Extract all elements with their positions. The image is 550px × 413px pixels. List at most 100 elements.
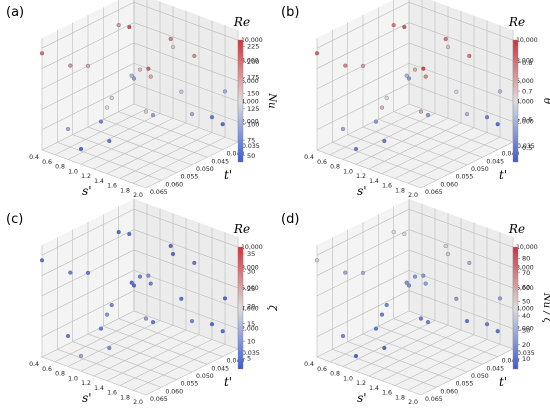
y-tick-label: 0.050 — [196, 166, 214, 173]
colorbar — [512, 246, 519, 370]
y-tick-label: 0.065 — [425, 189, 443, 196]
data-point — [343, 63, 348, 68]
x-tick-label: 1.8 — [395, 187, 405, 194]
data-point — [340, 126, 346, 132]
panel-label: (c) — [6, 212, 23, 227]
x-tick-label: 1.4 — [94, 178, 104, 185]
data-point — [107, 345, 112, 351]
data-point — [418, 109, 424, 114]
z-axis-label: Re — [233, 222, 250, 236]
data-point — [137, 67, 143, 72]
data-point — [179, 89, 184, 94]
colorbar-tick-label: 125 — [247, 105, 259, 113]
data-point — [131, 76, 137, 81]
x-tick-label: 0.4 — [29, 361, 39, 368]
grid-line-y — [347, 229, 452, 380]
panel-d: 0.40.60.81.01.21.41.61.82.00.0350.0400.0… — [281, 199, 550, 406]
z-tick-label: 8,000 — [516, 265, 534, 272]
y-tick-label: 0.055 — [181, 381, 199, 388]
x-tick-label: 1.6 — [382, 390, 392, 397]
x-tick-label: 0.6 — [317, 366, 327, 373]
colorbar-tick-label: 60 — [522, 283, 530, 291]
colorbar-tick-label: 225 — [247, 42, 259, 50]
colorbar-tick-label: 0.7 — [522, 87, 532, 95]
panel-label: (b) — [281, 5, 299, 20]
x-tick-label: 1.8 — [120, 187, 130, 194]
grid-line-z — [41, 229, 239, 276]
colorbar-tick-label: 10 — [247, 337, 255, 345]
grid-line-y — [57, 30, 162, 181]
x-tick-label: 1.2 — [356, 173, 366, 180]
grid-line-y — [72, 22, 177, 173]
data-point — [373, 326, 379, 331]
data-point — [65, 126, 71, 132]
colorbar-label: θ — [541, 98, 550, 104]
z-tick-label: 8,000 — [516, 58, 534, 65]
x-tick-label: 1.2 — [81, 380, 91, 387]
data-point — [423, 281, 428, 286]
y-tick-label: 0.040 — [502, 151, 520, 158]
colorbar-tick-label: 30 — [522, 326, 530, 334]
data-point — [343, 270, 348, 275]
y-tick-label: 0.055 — [181, 174, 199, 181]
data-point — [131, 283, 137, 288]
data-point — [192, 53, 197, 58]
x-tick-label: 0.8 — [55, 371, 65, 378]
data-point — [412, 274, 418, 279]
y-axis-label: t' — [499, 168, 507, 182]
data-point — [222, 296, 228, 301]
y-tick-label: 0.050 — [471, 166, 489, 173]
data-point — [220, 329, 225, 334]
grid-line-y — [41, 245, 147, 396]
data-point — [148, 281, 153, 286]
x-tick-label: 1.0 — [343, 168, 353, 175]
data-point — [150, 113, 156, 118]
data-point — [412, 67, 418, 72]
y-tick-label: 0.050 — [196, 373, 214, 380]
panel-b: 0.40.60.81.01.21.41.61.82.00.0350.0400.0… — [281, 0, 550, 199]
y-tick-label: 0.065 — [150, 189, 168, 196]
x-tick-label: 1.0 — [68, 168, 78, 175]
data-point — [464, 319, 470, 324]
y-axis-label: t' — [224, 375, 232, 389]
data-point — [484, 322, 490, 327]
y-tick-label: 0.040 — [502, 358, 520, 365]
data-point — [360, 63, 366, 68]
z-tick-label: 2,000 — [241, 326, 259, 333]
z-tick-label: 6,000 — [241, 285, 259, 292]
x-tick-label: 0.8 — [330, 371, 340, 378]
x-tick-label: 1.6 — [382, 183, 392, 190]
grid-line-y — [393, 0, 498, 150]
z-tick-label: 2,000 — [516, 119, 534, 126]
data-point — [65, 333, 71, 339]
y-tick-label: 0.035 — [242, 350, 260, 357]
data-point — [85, 63, 91, 68]
y-tick-label: 0.040 — [227, 358, 245, 365]
data-point — [423, 74, 428, 79]
data-point — [85, 270, 91, 275]
grid-line-y — [362, 15, 468, 166]
z-tick-label: 8,000 — [241, 58, 259, 65]
data-point — [39, 51, 45, 56]
data-point — [445, 44, 451, 50]
data-point — [454, 89, 459, 94]
grid-line-y — [103, 214, 208, 365]
x-tick-label: 1.6 — [107, 183, 117, 190]
colorbar-tick-label: 25 — [247, 285, 255, 293]
data-point — [340, 333, 346, 339]
grid-line-z — [41, 42, 239, 90]
y-tick-label: 0.045 — [486, 365, 504, 372]
data-point — [137, 274, 143, 279]
data-point — [170, 44, 176, 50]
x-tick-label: 0.6 — [42, 366, 52, 373]
data-point — [379, 312, 385, 317]
grid-line-z — [316, 42, 514, 90]
data-point — [421, 66, 426, 71]
y-tick-label: 0.060 — [440, 181, 458, 188]
grid-line-y — [332, 237, 437, 388]
y-tick-label: 0.050 — [471, 373, 489, 380]
colorbar-tick-label: 175 — [247, 74, 259, 82]
colorbar — [237, 39, 244, 163]
data-point — [179, 296, 184, 301]
z-axis-label: Re — [233, 15, 250, 29]
